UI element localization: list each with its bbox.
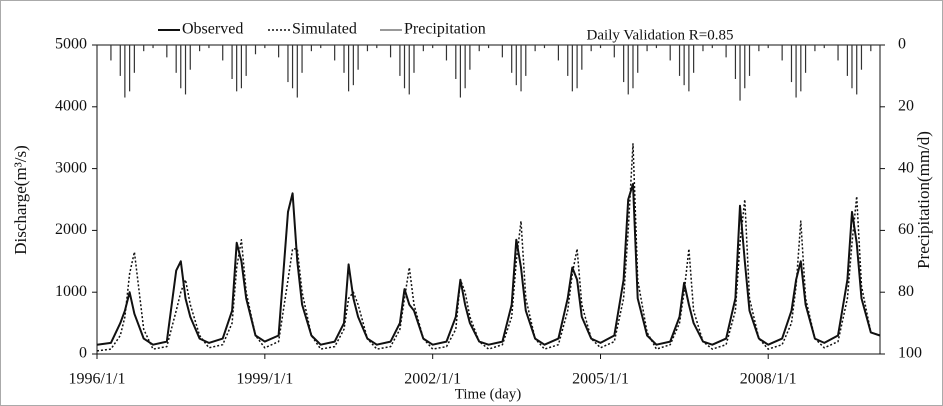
x-tick-label: 1999/1/1 bbox=[236, 371, 293, 388]
x-tick-label: 2008/1/1 bbox=[740, 371, 797, 388]
y-tick-label: 2000 bbox=[55, 221, 87, 238]
y-axis-label: Discharge(m³/s) bbox=[11, 145, 30, 255]
y-tick-label: 3000 bbox=[55, 159, 87, 176]
y-tick-label: 4000 bbox=[55, 97, 87, 114]
y2-tick-label: 40 bbox=[898, 159, 914, 176]
y2-tick-label: 0 bbox=[898, 36, 906, 53]
series-line bbox=[96, 183, 881, 346]
legend-label: Observed bbox=[182, 21, 243, 38]
y-tick-label: 1000 bbox=[55, 283, 87, 300]
annotation: Daily Validation R=0.85 bbox=[587, 27, 734, 43]
x-axis-label: Time (day) bbox=[455, 386, 522, 402]
y2-tick-label: 20 bbox=[898, 97, 914, 114]
legend-label: Precipitation bbox=[404, 21, 486, 38]
legend-label: Simulated bbox=[292, 21, 357, 38]
y2-axis-label: Precipitation(mm/d) bbox=[914, 131, 933, 269]
series-line bbox=[96, 143, 881, 352]
y-tick-label: 0 bbox=[79, 345, 87, 362]
y2-tick-label: 100 bbox=[898, 345, 922, 362]
y2-tick-label: 80 bbox=[898, 283, 914, 300]
x-tick-label: 1996/1/1 bbox=[69, 371, 126, 388]
x-tick-label: 2002/1/1 bbox=[404, 371, 461, 388]
y2-tick-label: 60 bbox=[898, 221, 914, 238]
y-tick-label: 5000 bbox=[55, 36, 87, 53]
x-tick-label: 2005/1/1 bbox=[572, 371, 629, 388]
